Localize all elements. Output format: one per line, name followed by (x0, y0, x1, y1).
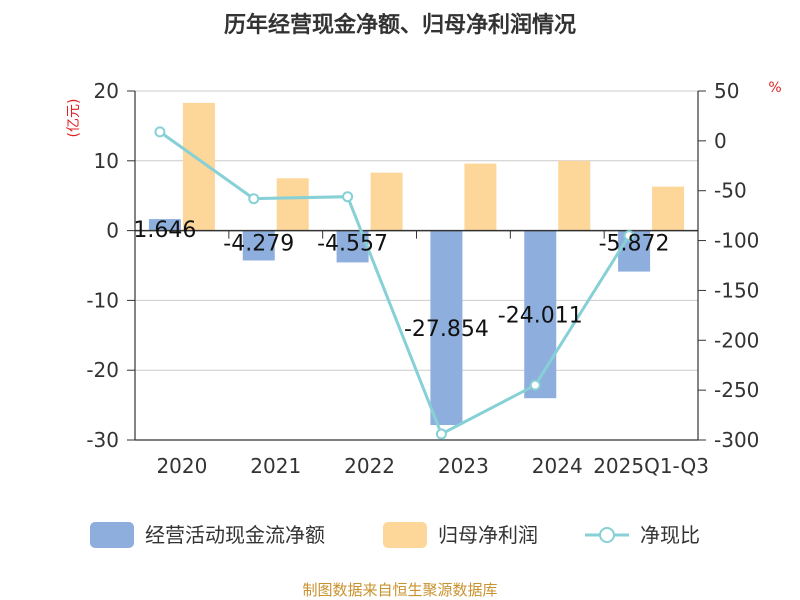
bar (558, 160, 591, 231)
legend-item[interactable]: 净现比 (585, 523, 700, 547)
left-tick-label: 20 (94, 79, 119, 103)
data-label: -24.011 (498, 303, 583, 328)
left-tick-label: -10 (86, 288, 119, 312)
chart-title: 历年经营现金净额、归母净利润情况 (224, 12, 576, 38)
bar (524, 230, 557, 399)
left-tick-label: 10 (94, 149, 119, 173)
source-note: 制图数据来自恒生聚源数据库 (302, 581, 497, 599)
left-tick-label: 0 (106, 219, 119, 243)
x-tick-label: 2025Q1-Q3 (593, 454, 709, 478)
legend[interactable]: 经营活动现金流净额 归母净利润 净现比 (90, 522, 700, 548)
legend-label: 归母净利润 (438, 523, 538, 547)
legend-swatch (90, 522, 134, 548)
line-point (623, 230, 635, 242)
line-series (154, 126, 635, 440)
axes: 20 10 0 -10 -20 -30 50 0 -50 -100 -150 -200 -250 -300… (86, 79, 759, 478)
line-point (154, 126, 166, 138)
bar (370, 172, 403, 231)
line-point (248, 193, 260, 205)
bar (148, 219, 181, 231)
legend-item[interactable]: 经营活动现金流净额 (90, 522, 325, 548)
bar (430, 230, 463, 426)
right-tick-label: -150 (714, 278, 759, 302)
bar (464, 163, 497, 231)
data-label: -5.872 (599, 232, 670, 257)
line-point (529, 379, 541, 391)
gridlines (135, 90, 698, 441)
bar (242, 230, 275, 261)
right-tick-label: -200 (714, 328, 759, 352)
bar-series (148, 102, 685, 426)
bar (276, 178, 309, 231)
line-path (159, 130, 631, 437)
right-axis-unit: % (768, 80, 781, 96)
data-label: -27.854 (404, 317, 489, 342)
legend-item[interactable]: 归母净利润 (383, 522, 538, 548)
legend-marker (599, 527, 615, 543)
right-tick-label: -50 (714, 179, 747, 203)
line-point (342, 191, 354, 203)
data-label: 1.646 (133, 218, 196, 243)
data-labels: 1.646 -4.279 -4.557 -27.854 -24.011 -5.872 (133, 218, 669, 342)
right-tick-label: 50 (714, 79, 739, 103)
bar (652, 186, 685, 231)
left-axis-unit: (亿元) (66, 99, 82, 138)
right-tick-label: -250 (714, 378, 759, 402)
line-point (435, 428, 447, 440)
legend-swatch (383, 522, 427, 548)
right-tick-label: -300 (714, 428, 759, 452)
x-tick-label: 2021 (250, 454, 301, 478)
right-tick-label: 0 (714, 129, 727, 153)
legend-label: 净现比 (640, 523, 700, 547)
right-tick-label: -100 (714, 229, 759, 253)
x-tick-label: 2020 (156, 454, 207, 478)
left-tick-label: -20 (86, 358, 119, 382)
left-tick-label: -30 (86, 428, 119, 452)
data-label: -4.279 (223, 232, 294, 257)
x-tick-label: 2023 (438, 454, 489, 478)
x-tick-label: 2022 (344, 454, 395, 478)
x-tick-label: 2024 (532, 454, 583, 478)
legend-label: 经营活动现金流净额 (145, 523, 325, 547)
data-label: -4.557 (317, 232, 388, 257)
